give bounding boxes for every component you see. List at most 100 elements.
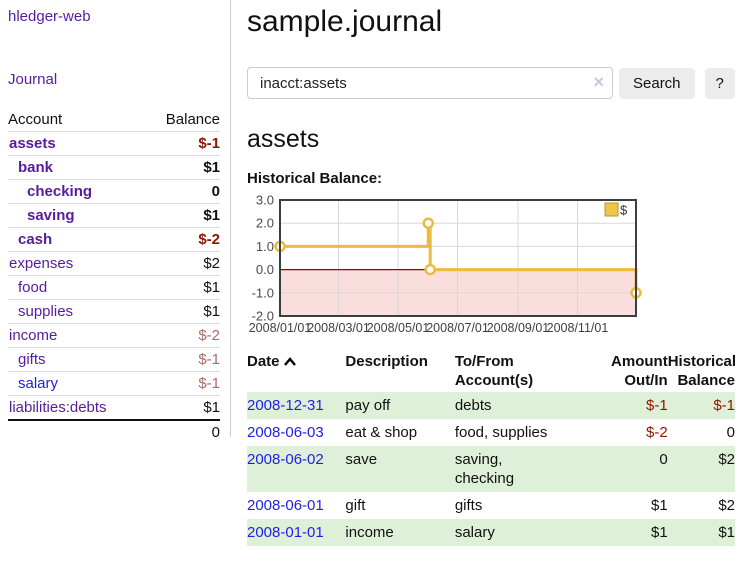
transaction-accounts: saving, checking: [454, 451, 515, 487]
transaction-accounts: debts: [454, 397, 492, 414]
transaction-date-link[interactable]: 2008-12-31: [247, 397, 324, 414]
account-balance-table: Account Balance assets $-1 bank $1 checking 0…: [8, 108, 220, 444]
svg-text:2008/05/01: 2008/05/01: [367, 321, 430, 335]
transaction-amount: 0: [659, 451, 668, 468]
svg-text:2008/03/01: 2008/03/01: [307, 321, 370, 335]
account-link[interactable]: supplies: [18, 303, 74, 320]
transaction-amount: $-1: [646, 397, 668, 414]
svg-text:2008/11/01: 2008/11/01: [547, 321, 609, 335]
account-balance: $1: [203, 399, 220, 416]
search-form: × Search ?: [247, 67, 735, 99]
account-link[interactable]: food: [18, 279, 48, 296]
search-input[interactable]: [247, 67, 613, 99]
account-balance: $-1: [198, 135, 220, 152]
sidebar-item-journal[interactable]: Journal: [8, 71, 58, 88]
table-row: 2008-06-01 gift gifts $1 $2: [247, 492, 735, 519]
page-title: sample.journal: [247, 5, 443, 38]
account-balance: $-1: [198, 375, 220, 392]
account-name-cell: saving: [8, 204, 145, 228]
search-button[interactable]: Search: [619, 67, 695, 99]
historical-balance-chart: 3.0 2.0 1.0 0.0 -1.0 -2.02008/01/012008/03/01…: [249, 193, 642, 335]
transaction-date-link[interactable]: 2008-01-01: [247, 524, 324, 541]
brand-link[interactable]: hledger-web: [8, 8, 91, 25]
transaction-date-link[interactable]: 2008-06-03: [247, 424, 324, 441]
transaction-description: eat & shop: [345, 424, 418, 441]
transaction-description: income: [345, 524, 394, 541]
svg-text:2008/01/01: 2008/01/01: [249, 321, 312, 335]
account-link[interactable]: saving: [27, 207, 75, 224]
account-balance: $1: [203, 279, 220, 296]
account-name-cell: income: [8, 324, 145, 348]
account-link[interactable]: income: [9, 327, 58, 344]
account-name-cell: assets: [8, 132, 145, 156]
account-table-body: assets $-1 bank $1 checking 0 saving $1 cash $-2 e…: [8, 131, 220, 421]
svg-text:3.0: 3.0: [256, 193, 274, 208]
account-total-row: 0: [8, 420, 220, 444]
svg-text:$: $: [620, 203, 628, 218]
account-link[interactable]: gifts: [18, 351, 46, 368]
transaction-date-link[interactable]: 2008-06-01: [247, 497, 324, 514]
help-button[interactable]: ?: [704, 67, 735, 99]
main-content: sample.journal × Search ? assets Histori…: [231, 0, 742, 546]
account-row: saving $1: [8, 203, 220, 228]
transaction-amount: $-2: [646, 424, 668, 441]
account-row: expenses $2: [8, 251, 220, 276]
account-row: assets $-1: [8, 131, 220, 156]
balance-column-header-main: Historical Balance: [667, 353, 737, 389]
account-name-cell: liabilities:debts: [8, 396, 145, 421]
account-balance: $1: [203, 207, 220, 224]
accounts-column-header: To/From Account(s): [454, 353, 534, 389]
account-heading: assets: [247, 125, 320, 153]
account-name-cell: gifts: [8, 348, 145, 372]
account-balance: $-1: [198, 351, 220, 368]
chevron-up-icon: [283, 357, 296, 366]
account-name-cell: supplies: [8, 300, 145, 324]
transaction-balance: $2: [718, 451, 735, 468]
transaction-date-cell: 2008-01-01: [247, 519, 345, 546]
transaction-balance: $-1: [713, 397, 735, 414]
transaction-date-cell: 2008-06-01: [247, 492, 345, 519]
account-link[interactable]: checking: [27, 183, 93, 200]
account-row: checking 0: [8, 179, 220, 204]
description-column-header: Description: [345, 353, 428, 370]
account-link[interactable]: liabilities:debts: [9, 399, 107, 416]
transaction-date-link[interactable]: 2008-06-02: [247, 451, 324, 468]
svg-text:1.0: 1.0: [256, 239, 274, 254]
transaction-accounts: food, supplies: [454, 424, 548, 441]
chart-title: Historical Balance:: [247, 170, 383, 187]
clear-search-icon[interactable]: ×: [593, 72, 604, 92]
account-name-cell: bank: [8, 156, 145, 180]
account-name-cell: expenses: [8, 252, 145, 276]
search-input-wrap: ×: [247, 67, 613, 99]
table-row: 2008-06-02 save saving, checking 0 $2: [247, 446, 735, 492]
transaction-balance: $1: [718, 524, 735, 541]
account-row: salary $-1: [8, 371, 220, 396]
transaction-date-cell: 2008-12-31: [247, 392, 345, 419]
date-column-header[interactable]: Date: [247, 350, 345, 392]
account-row: supplies $1: [8, 299, 220, 324]
account-balance: $1: [203, 303, 220, 320]
transaction-balance: $2: [718, 497, 735, 514]
account-link[interactable]: bank: [18, 159, 54, 176]
account-row: liabilities:debts $1: [8, 395, 220, 421]
transaction-date-cell: 2008-06-02: [247, 446, 345, 492]
account-link[interactable]: assets: [9, 135, 56, 152]
svg-text:2008/07/01: 2008/07/01: [426, 321, 489, 335]
balance-column-header: Balance: [165, 111, 220, 128]
total-spacer: [8, 420, 145, 444]
account-table-header: Account Balance: [8, 108, 220, 132]
table-row: 2008-01-01 income salary $1 $1: [247, 519, 735, 546]
transaction-description: pay off: [345, 397, 391, 414]
account-link[interactable]: expenses: [9, 255, 74, 272]
total-balance: 0: [211, 424, 220, 441]
sidebar: hledger-web Journal Account Balance asse…: [0, 0, 231, 441]
account-row: income $-2: [8, 323, 220, 348]
account-row: food $1: [8, 275, 220, 300]
account-balance: $2: [203, 255, 220, 272]
account-name-cell: food: [8, 276, 145, 300]
account-balance: $1: [203, 159, 220, 176]
table-row: 2008-06-03 eat & shop food, supplies $-2 0: [247, 419, 735, 446]
account-link[interactable]: salary: [18, 375, 59, 392]
account-row: bank $1: [8, 155, 220, 180]
account-link[interactable]: cash: [18, 231, 53, 248]
